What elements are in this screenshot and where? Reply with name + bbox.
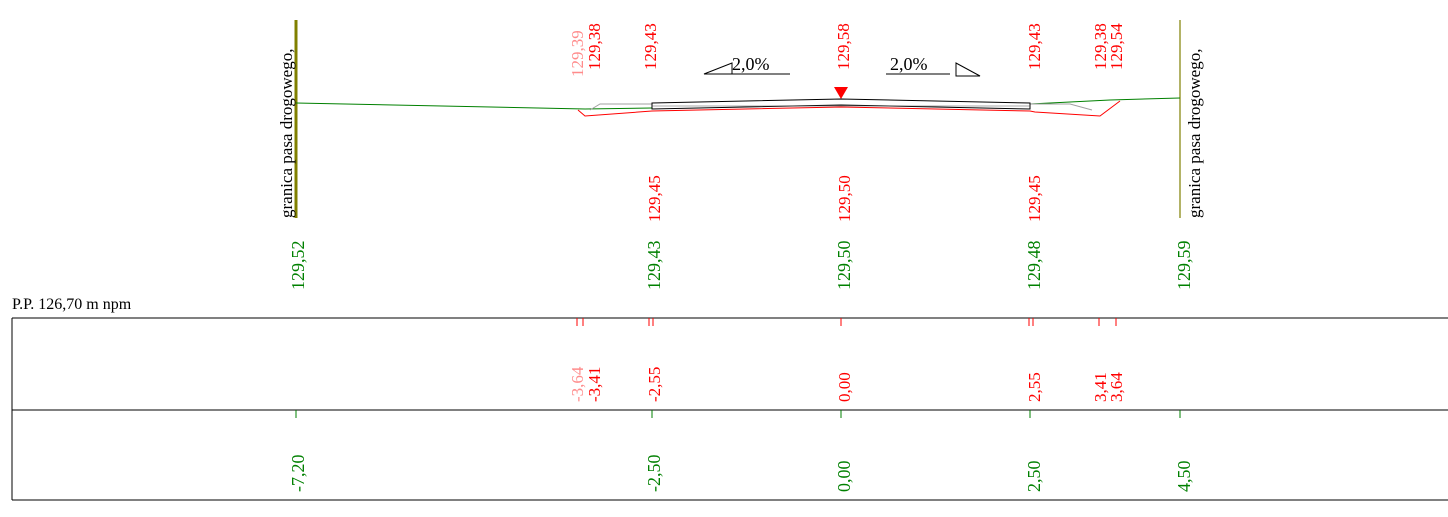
left-boundary-label: granica pasa drogowego, — [277, 49, 296, 218]
top-label-3: 129,58 — [834, 23, 853, 70]
design-dist-5: 3,41 — [1091, 372, 1110, 402]
top-label-1: 129,38 — [585, 23, 604, 70]
terrain-elev-3: 129,50 — [834, 241, 854, 291]
terrain-ticks — [295, 410, 1181, 418]
design-ticks — [576, 318, 1117, 326]
design-line — [577, 100, 1121, 117]
top-label-4: 129,43 — [1025, 23, 1044, 70]
top-label-2: 129,43 — [641, 23, 660, 70]
terrain-elev-5: 129,59 — [1174, 241, 1194, 291]
design-elev-1: 129,45 — [645, 175, 664, 222]
terrain-elev-2: 129,43 — [644, 241, 664, 291]
design-elev-3: 129,45 — [1025, 175, 1044, 222]
design-dist-partial: -3,64 — [568, 366, 587, 402]
terrain-dist-5: 4,50 — [1174, 461, 1194, 493]
earthworks-right — [1030, 103, 1093, 111]
data-table — [11, 317, 1448, 501]
design-dist-6: 3,64 — [1107, 372, 1126, 402]
design-dist-4: 2,55 — [1025, 372, 1044, 402]
slope-right: 2,0% — [886, 54, 981, 77]
earthworks-left — [589, 103, 652, 111]
datum-label: P.P. 126,70 m npm — [12, 296, 132, 313]
design-elev-2: 129,50 — [835, 175, 854, 222]
terrain-dist-4: 2,50 — [1024, 461, 1044, 493]
axis-marker — [834, 87, 848, 99]
design-dist-1: -3,41 — [585, 367, 604, 402]
slope-left: 2,0% — [703, 54, 790, 75]
design-dist-3: 0,00 — [835, 372, 854, 402]
top-label-6: 129,54 — [1107, 23, 1126, 70]
top-label-5: 129,38 — [1091, 23, 1110, 70]
terrain-dist-3: 0,00 — [834, 461, 854, 493]
terrain-elev-4: 129,48 — [1024, 241, 1044, 291]
terrain-elev-1: 129,52 — [288, 241, 308, 291]
terrain-dist-2: -2,50 — [644, 455, 664, 493]
pavement-structure — [651, 98, 1031, 110]
terrain-dist-1: -7,20 — [288, 455, 308, 493]
slope-right-label: 2,0% — [890, 54, 928, 74]
top-label-partial: 129,39 — [568, 30, 587, 77]
slope-left-label: 2,0% — [732, 54, 770, 74]
right-boundary-label: granica pasa drogowego, — [1185, 49, 1204, 218]
design-dist-2: -2,55 — [645, 367, 664, 402]
